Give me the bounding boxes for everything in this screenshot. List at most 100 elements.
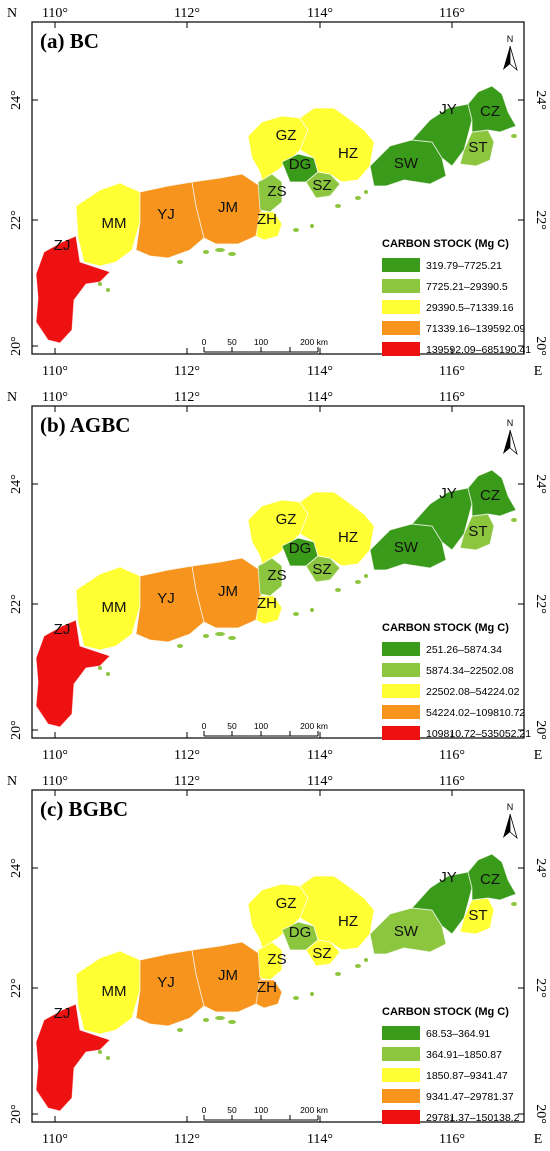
region-label-jm: JM	[218, 583, 238, 600]
region-zj	[35, 1003, 111, 1112]
legend-title: CARBON STOCK (Mg C)	[382, 238, 509, 250]
north-arrow-icon: N	[503, 802, 518, 840]
legend-range-label: 71339.16–139592.09	[426, 323, 525, 335]
top-tick-label: 114°	[307, 6, 333, 21]
left-tick-label: 20°	[9, 336, 24, 356]
island-shape	[215, 1016, 225, 1020]
region-label-sw: SW	[394, 923, 419, 940]
right-tick-label: 20°	[533, 336, 548, 356]
east-corner-label: E	[534, 1132, 543, 1147]
left-tick-label: 24°	[9, 858, 24, 878]
legend-swatch	[382, 342, 420, 356]
region-hz	[299, 107, 375, 183]
legend-swatch	[382, 663, 420, 677]
region-label-sw: SW	[394, 539, 419, 556]
region-label-jm: JM	[218, 967, 238, 984]
legend-swatch	[382, 1089, 420, 1103]
legend-swatch	[382, 642, 420, 656]
left-tick-label: 20°	[9, 720, 24, 740]
island-shape	[203, 1018, 209, 1022]
east-corner-label: E	[534, 748, 543, 763]
region-jy	[411, 487, 473, 551]
scale-bar-label: 100	[254, 1105, 268, 1115]
bottom-tick-label: 114°	[307, 364, 333, 379]
island-shape	[215, 632, 225, 636]
region-jy	[411, 871, 473, 935]
right-tick-label: 22°	[533, 210, 548, 230]
region-label-hz: HZ	[338, 145, 358, 162]
legend-range-label: 68.53–364.91	[426, 1028, 490, 1040]
legend-range-label: 9341.47–29781.37	[426, 1091, 514, 1103]
island-shape	[98, 282, 102, 286]
region-label-yj: YJ	[157, 206, 175, 223]
region-label-zh: ZH	[257, 979, 277, 996]
bottom-tick-label: 116°	[439, 364, 465, 379]
scale-bar: 0 50 100 200 km	[202, 337, 328, 353]
left-tick-label: 22°	[9, 210, 24, 230]
island-shape	[335, 972, 341, 976]
region-sw	[369, 139, 447, 187]
legend-title: CARBON STOCK (Mg C)	[382, 1006, 509, 1018]
island-shape	[335, 204, 341, 208]
region-label-jy: JY	[439, 101, 457, 118]
region-label-mm: MM	[102, 599, 127, 616]
island-shape	[511, 134, 517, 138]
map-svg: 110° 112° 114° 116° 110° 112° 114° 116° 24° 22° 20…	[7, 774, 548, 1147]
legend-range-label: 29390.5–71339.16	[426, 302, 514, 314]
island-shape	[511, 518, 517, 522]
region-label-dg: DG	[289, 924, 312, 941]
north-arrow-label: N	[507, 34, 514, 44]
left-tick-label: 22°	[9, 978, 24, 998]
island-shape	[228, 252, 236, 256]
legend-swatch	[382, 321, 420, 335]
island-shape	[106, 1056, 110, 1060]
island-shape	[355, 580, 361, 584]
north-arrow-icon: N	[503, 418, 518, 456]
region-label-zh: ZH	[257, 211, 277, 228]
island-shape	[98, 1050, 102, 1054]
north-corner-label: N	[7, 774, 17, 789]
bottom-tick-label: 112°	[174, 748, 200, 763]
legend-range-label: 54224.02–109810.72	[426, 707, 525, 719]
legend-range-label: 109810.72–535052.21	[426, 728, 531, 740]
scale-bar-label: 200 km	[300, 337, 328, 347]
island-shape	[364, 574, 368, 578]
region-zh	[255, 211, 283, 241]
scale-bar-label: 100	[254, 721, 268, 731]
region-label-hz: HZ	[338, 913, 358, 930]
right-tick-label: 22°	[533, 978, 548, 998]
north-arrow-icon: N	[503, 34, 518, 72]
legend-swatch	[382, 1110, 420, 1124]
bottom-tick-label: 116°	[439, 1132, 465, 1147]
legend: CARBON STOCK (Mg C) 68.53–364.91 364.91–18…	[382, 1006, 520, 1124]
legend-range-label: 22502.08–54224.02	[426, 686, 520, 698]
panel-label: (a) BC	[40, 29, 99, 53]
right-tick-label: 22°	[533, 594, 548, 614]
region-label-yj: YJ	[157, 974, 175, 991]
left-tick-label: 24°	[9, 90, 24, 110]
right-tick-label: 20°	[533, 720, 548, 740]
region-label-yj: YJ	[157, 590, 175, 607]
east-corner-label: E	[534, 364, 543, 379]
right-tick-label: 24°	[533, 474, 548, 494]
island-shape	[177, 644, 183, 648]
right-tick-label: 24°	[533, 90, 548, 110]
region-sw	[369, 523, 447, 571]
legend-swatch	[382, 279, 420, 293]
region-label-st: ST	[468, 907, 487, 924]
region-label-sw: SW	[394, 155, 419, 172]
bottom-tick-label: 116°	[439, 748, 465, 763]
north-arrow-label: N	[507, 418, 514, 428]
region-mm	[75, 950, 141, 1035]
island-shape	[228, 1020, 236, 1024]
island-shape	[106, 288, 110, 292]
island-shape	[177, 260, 183, 264]
scale-bar-label: 50	[227, 337, 237, 347]
island-shape	[335, 588, 341, 592]
legend-range-label: 29781.37–150138.2	[426, 1112, 520, 1124]
island-shape	[203, 634, 209, 638]
legend-swatch	[382, 1047, 420, 1061]
region-label-dg: DG	[289, 540, 312, 557]
